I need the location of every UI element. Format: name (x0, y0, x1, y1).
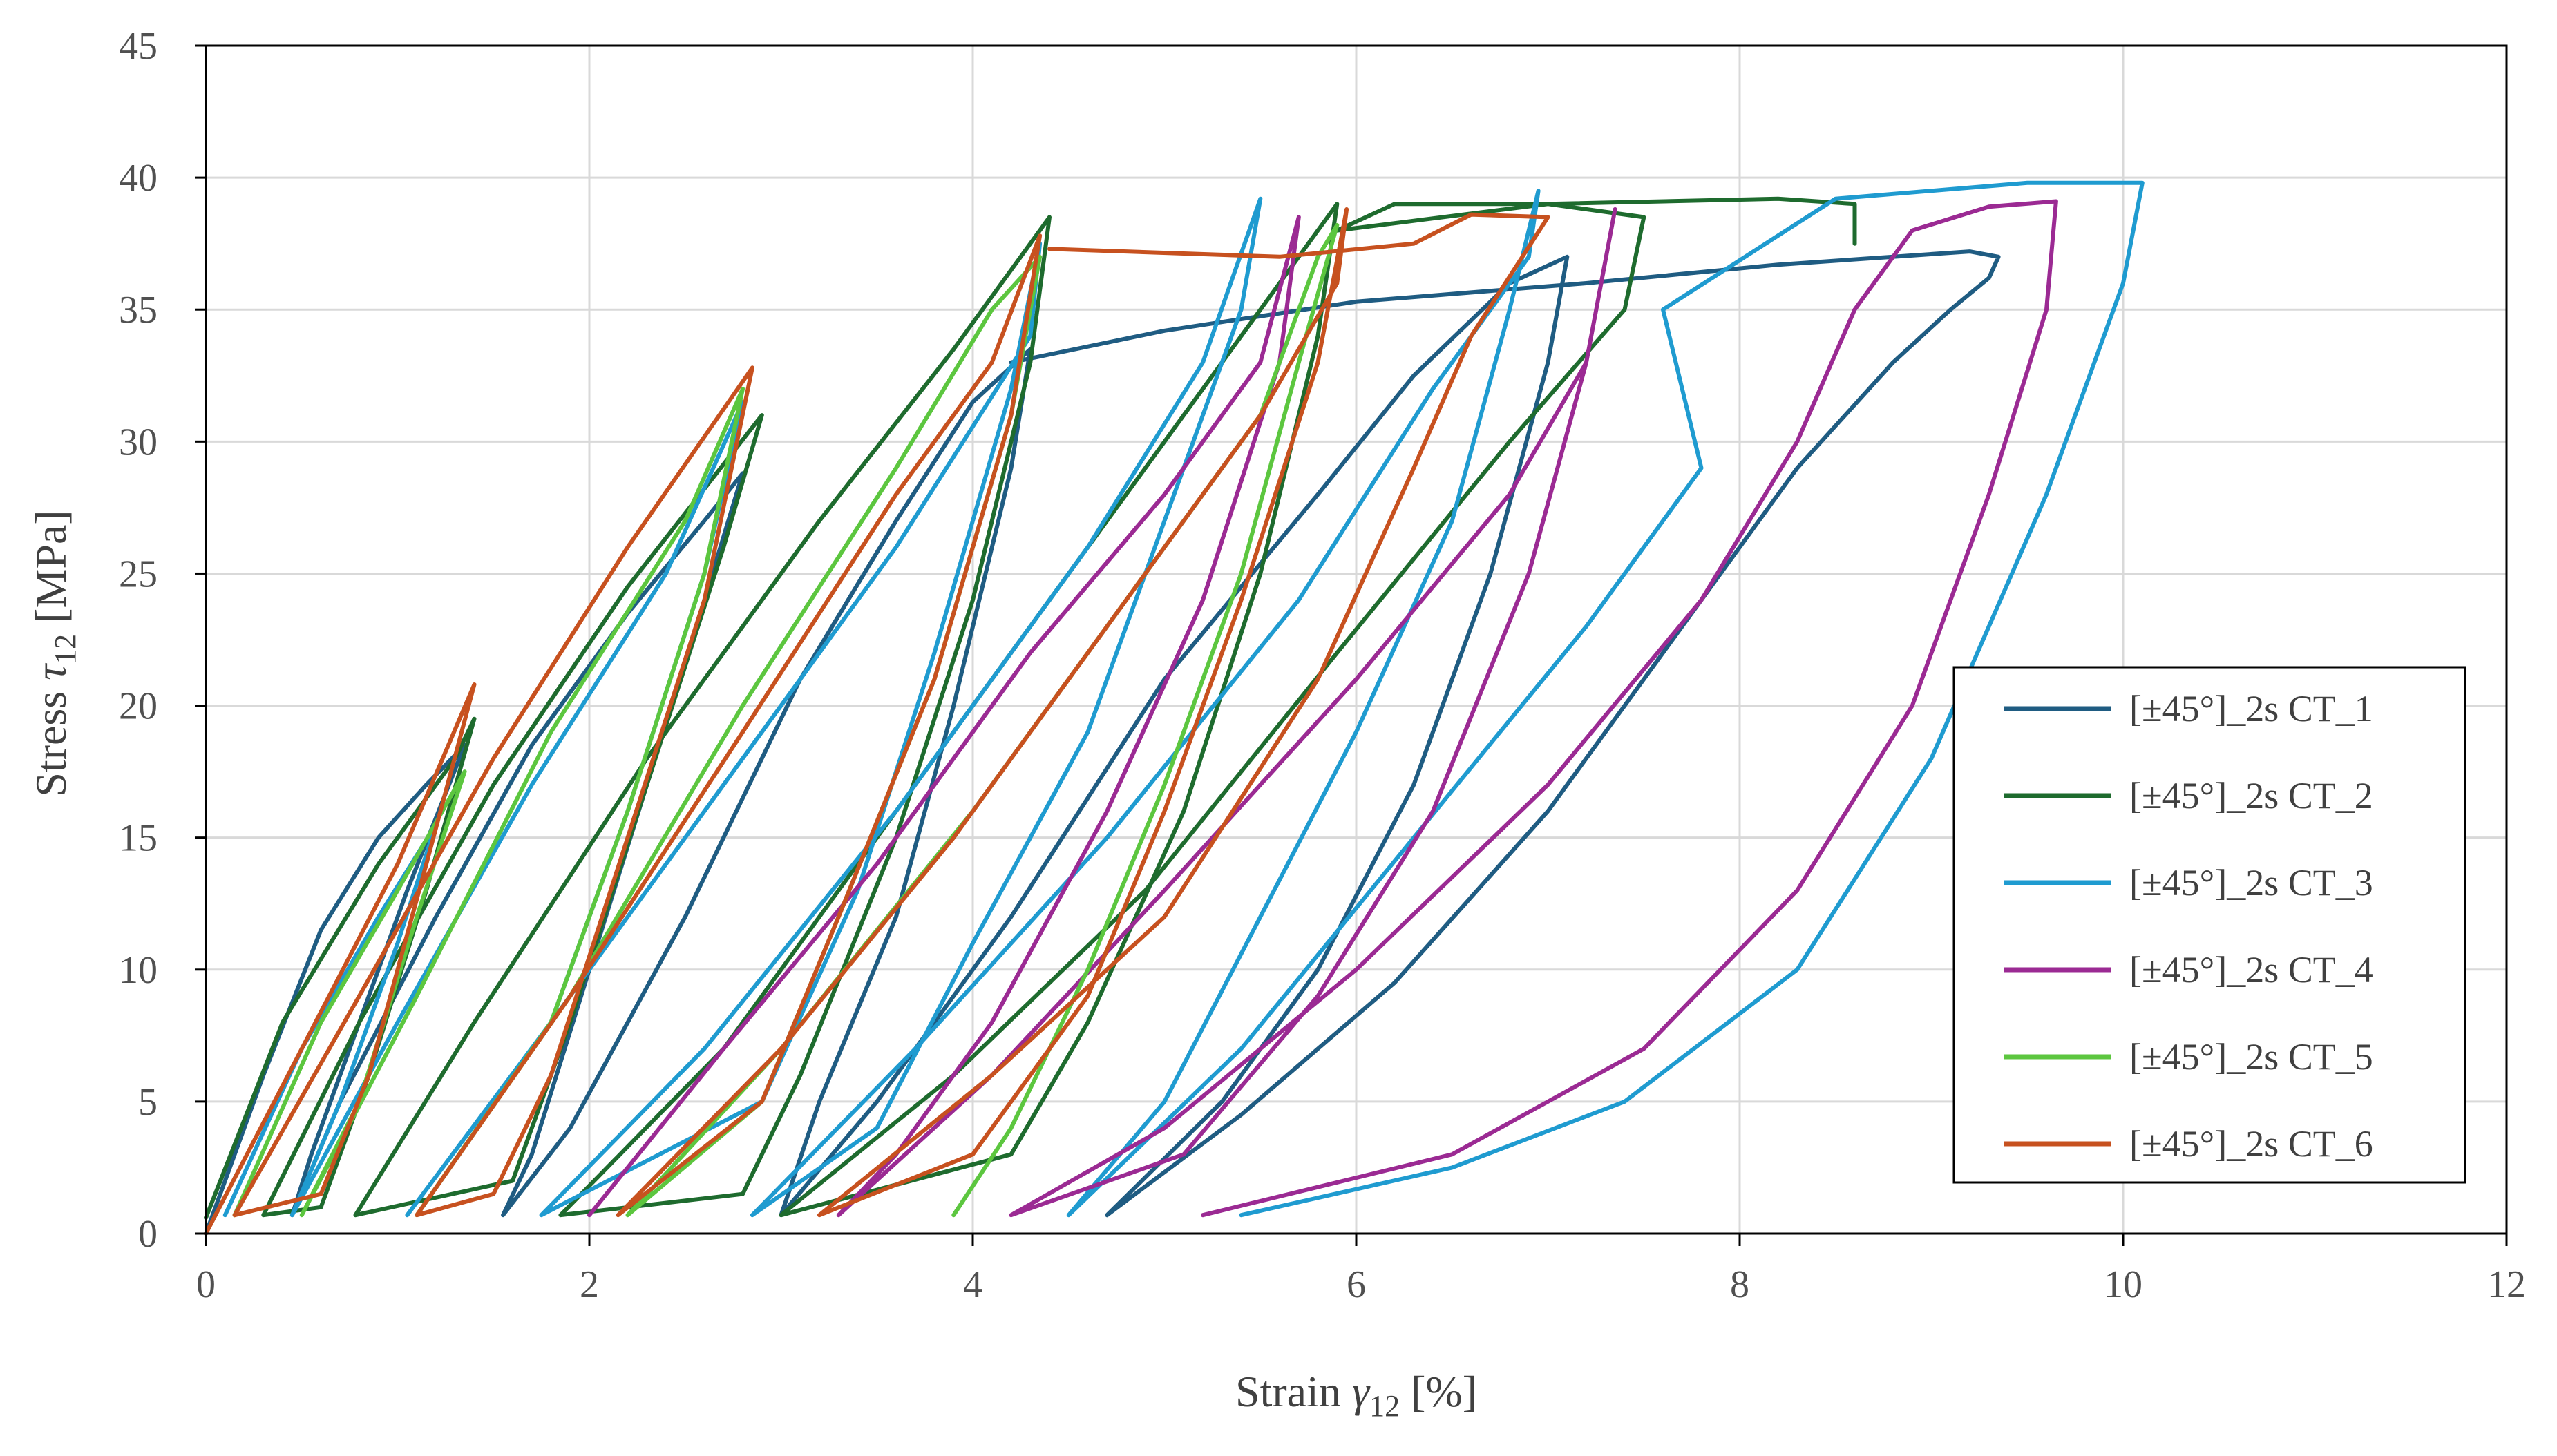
legend-box (1952, 666, 2466, 1184)
legend-label-4: [±45°]_2s CT_4 (2129, 949, 2373, 990)
legend: [±45°]_2s CT_1 [±45°]_2s CT_2 [±45°]_2s CT… (1952, 666, 2466, 1184)
x-axis-title-symbol: γ (1352, 1367, 1371, 1416)
y-axis-title-symbol: τ (26, 663, 75, 680)
x-tick-label: 10 (2104, 1263, 2142, 1306)
y-axis-title-sub: 12 (48, 634, 82, 664)
legend-label-6: [±45°]_2s CT_6 (2129, 1123, 2373, 1165)
legend-label-1: [±45°]_2s CT_1 (2129, 688, 2373, 729)
y-axis-title-unit: [MPa] (26, 510, 75, 634)
series-line-3 (222, 180, 2145, 1218)
series-line-2 (204, 196, 1857, 1220)
y-tick-label: 40 (119, 157, 158, 200)
y-tick-label: 35 (119, 289, 158, 332)
y-axis-title: Stress τ12 [MPa] (26, 510, 82, 796)
x-tick-label: 6 (1347, 1263, 1366, 1306)
x-axis-title: Strain γ12 [%] (1235, 1367, 1477, 1423)
x-tick-label: 8 (1730, 1263, 1749, 1306)
y-tick-labels: 0 5 10 15 20 25 30 35 40 45 (119, 25, 206, 1256)
y-tick-label: 5 (138, 1081, 158, 1124)
y-tick-label: 45 (119, 25, 158, 68)
series-line-1 (204, 249, 2001, 1236)
series-lines (204, 180, 2145, 1236)
y-tick-label: 25 (119, 553, 158, 595)
legend-label-3: [±45°]_2s CT_3 (2129, 862, 2373, 903)
legend-label-5: [±45°]_2s CT_5 (2129, 1036, 2373, 1077)
x-tick-label: 2 (580, 1263, 599, 1306)
y-tick-label: 10 (119, 949, 158, 992)
x-axis-title-main: Strain (1235, 1367, 1352, 1416)
legend-label-2: [±45°]_2s CT_2 (2129, 775, 2373, 816)
y-tick-label: 30 (119, 421, 158, 463)
x-axis-title-unit: [%] (1400, 1367, 1477, 1416)
series-line-4 (587, 199, 2058, 1218)
y-axis-title-main: Stress (26, 680, 75, 797)
series-line-5 (232, 222, 1340, 1218)
x-tick-label: 0 (196, 1263, 216, 1306)
y-tick-label: 15 (119, 817, 158, 860)
y-tick-label: 20 (119, 685, 158, 728)
x-tick-label: 4 (963, 1263, 982, 1306)
series-line-6 (204, 207, 1550, 1236)
x-tick-label: 12 (2487, 1263, 2526, 1306)
x-tick-labels: 0 2 4 6 8 10 12 (196, 1234, 2526, 1306)
x-axis-title-sub: 12 (1369, 1389, 1400, 1423)
y-tick-label: 0 (138, 1213, 158, 1256)
